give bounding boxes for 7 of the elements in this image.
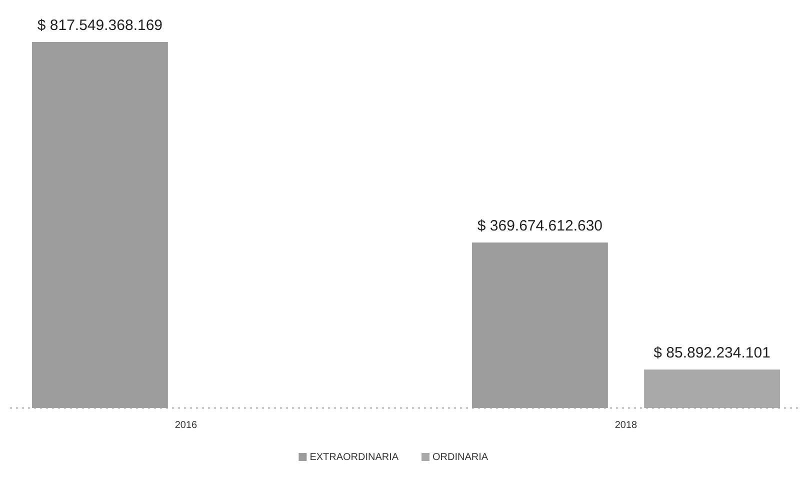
data-label: $ 817.549.368.169 (37, 17, 163, 34)
data-label: $ 85.892.234.101 (654, 344, 770, 362)
x-tick-label: 2016 (174, 420, 198, 431)
legend-label: EXTRAORDINARIA (310, 452, 399, 463)
legend-label: ORDINARIA (432, 452, 488, 463)
x-tick-label: 2018 (614, 420, 638, 431)
data-label: $ 369.674.612.630 (477, 218, 603, 235)
